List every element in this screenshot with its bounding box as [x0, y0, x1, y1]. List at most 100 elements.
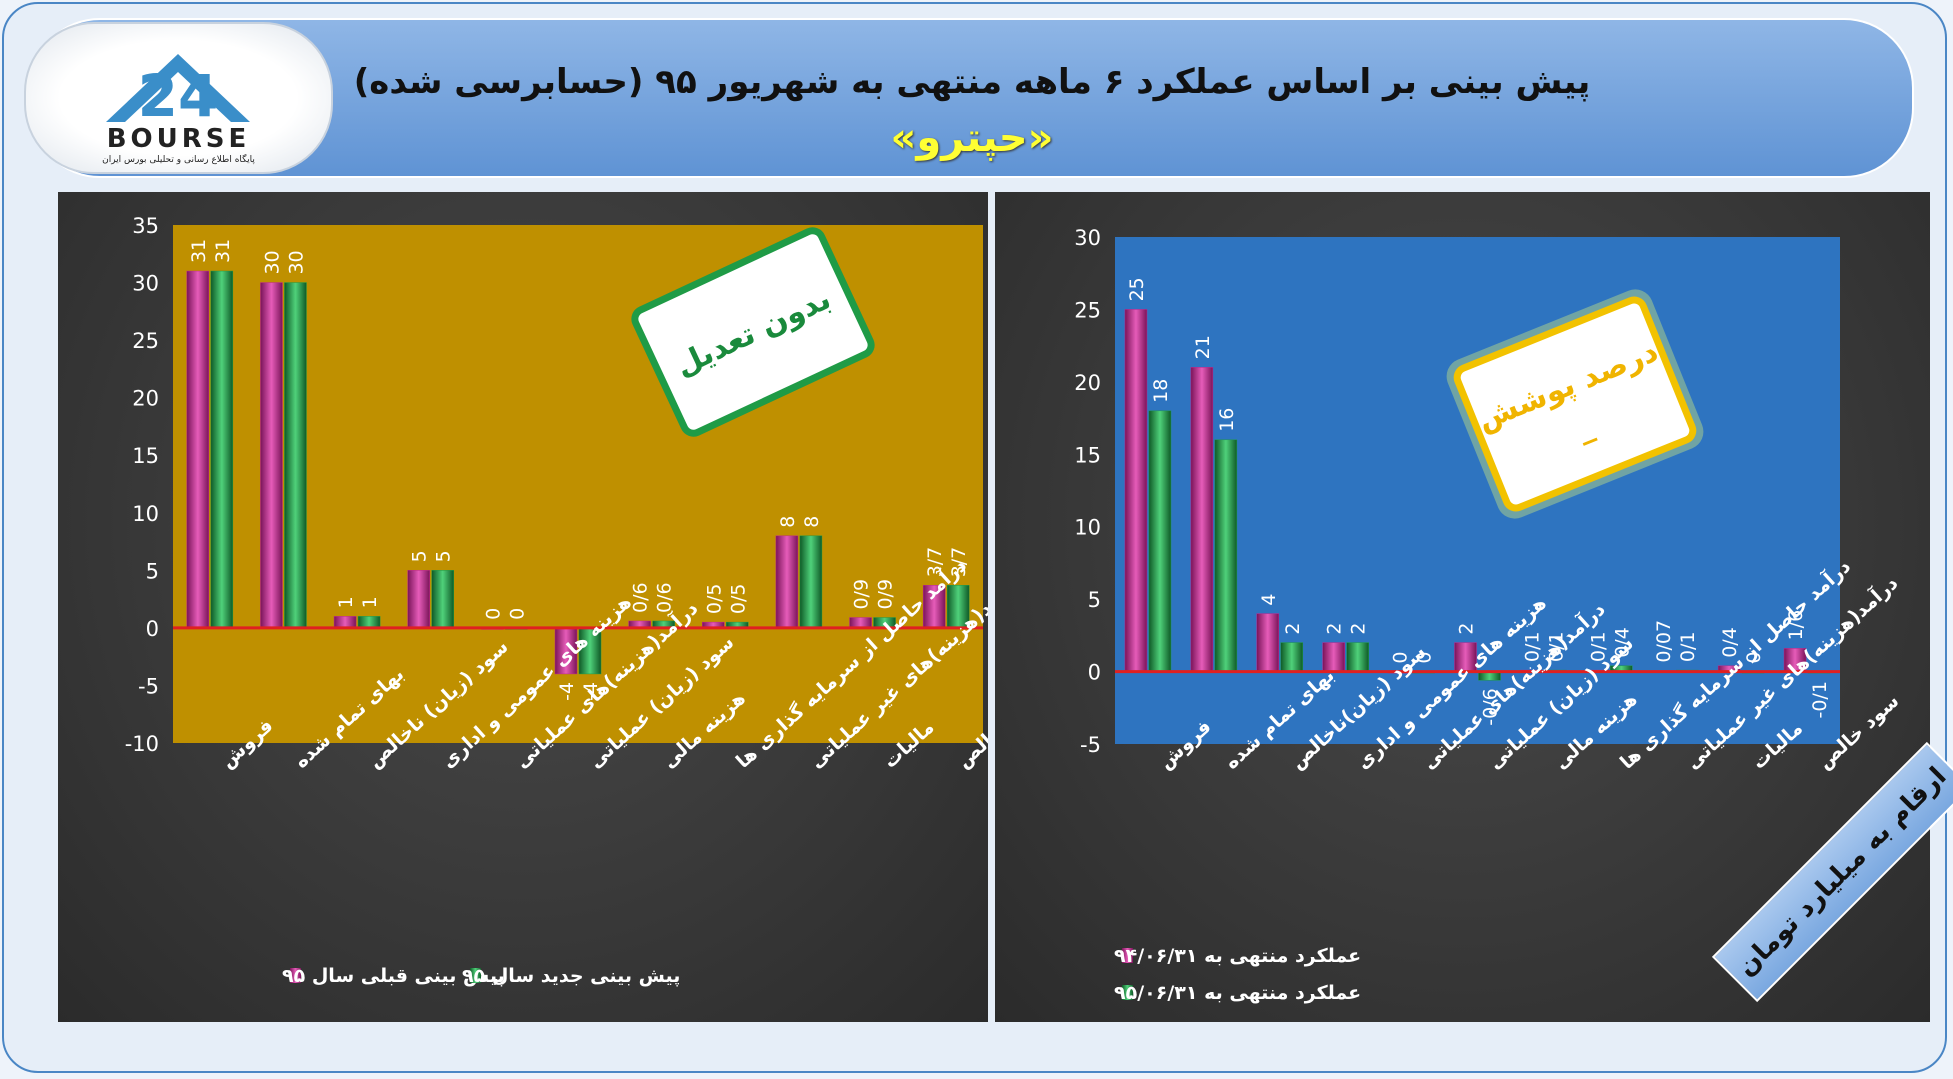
- data-label: 1: [359, 596, 381, 608]
- data-label: 0/4: [1611, 627, 1633, 658]
- y-tick-label: -5: [138, 674, 159, 698]
- bar: [1148, 410, 1172, 672]
- bar: [849, 617, 872, 629]
- data-label: 0/1: [1521, 632, 1543, 663]
- data-label: 0/5: [727, 584, 749, 615]
- data-label: 3/7: [924, 547, 946, 578]
- bar: [799, 535, 823, 629]
- badge: درصد پوشش_: [1446, 289, 1704, 519]
- bar: [407, 570, 430, 629]
- y-tick-label: -10: [125, 732, 159, 756]
- bar: [1256, 613, 1280, 672]
- data-label: 0: [1743, 651, 1765, 663]
- legend-label: پیش بینی قبلی سال ۹۵: [282, 965, 505, 987]
- y-tick-label: 20: [1074, 371, 1101, 395]
- data-label: 0/1: [1545, 632, 1567, 663]
- bar: [1346, 642, 1369, 672]
- data-label: 21: [1192, 335, 1214, 359]
- y-tick-label: 10: [132, 502, 159, 526]
- data-label: 5: [433, 550, 455, 562]
- data-label: 3/7: [948, 547, 970, 578]
- bar: [775, 535, 799, 629]
- y-tick-label: 0: [146, 617, 159, 641]
- bourse24-logo: 24 BOURSE پایگاه اطلاع رسانی و تحلیلی بو…: [24, 22, 333, 174]
- header-banner: پیش بینی بر اساس عملکرد ۶ ماهه منتهی به …: [30, 18, 1914, 178]
- badge: بدون تعدیل: [631, 227, 875, 437]
- data-label: 0/6: [654, 582, 676, 613]
- company-name: «حپترو»: [890, 115, 1054, 161]
- data-label: 0/9: [875, 579, 897, 610]
- bar: [260, 282, 283, 629]
- legend-marker-icon: [290, 968, 301, 983]
- legend-marker-icon: [1122, 948, 1133, 963]
- data-label: -0/6: [1480, 688, 1502, 725]
- data-label: 0: [1390, 651, 1412, 663]
- data-label: 30: [285, 250, 307, 274]
- bar: [357, 616, 381, 629]
- data-label: 0/07: [1653, 620, 1675, 663]
- y-tick-label: 30: [1074, 226, 1101, 250]
- data-label: 0/1: [1677, 632, 1699, 663]
- data-label: 0/9: [851, 579, 873, 610]
- left-chart-panel: -10 -5 0 5 10 15 20 25 30 35 31 30 1 5 0 -4 0/6 0/5 8 0/9 3/…: [58, 192, 1043, 1022]
- data-label: 1: [335, 596, 357, 608]
- data-label: 5: [409, 550, 431, 562]
- data-label: 16: [1216, 408, 1238, 432]
- data-label: 2: [1282, 623, 1304, 635]
- data-label: 31: [188, 239, 210, 263]
- data-label: 2: [1456, 623, 1478, 635]
- data-label: 1/6: [1785, 610, 1807, 641]
- y-tick-label: 20: [132, 387, 159, 411]
- data-label: 30: [261, 250, 283, 274]
- data-label: 2: [1348, 623, 1370, 635]
- badge-box: [1453, 296, 1697, 512]
- bar: [210, 270, 234, 629]
- data-label: 0/1: [1587, 632, 1609, 663]
- data-label: 8: [801, 516, 823, 528]
- right-chart-panel: -5 0 5 10 15 20 25 30 25 21 4 2 0 2 0/1 0/1 0/07 0/4 1/6 18…: [995, 192, 1930, 1022]
- y-tick-label: 5: [146, 559, 159, 583]
- data-label: -4: [580, 682, 602, 701]
- data-label: -4: [556, 682, 578, 701]
- y-tick-label: 15: [132, 444, 159, 468]
- data-label: 0/4: [1719, 627, 1741, 658]
- y-tick-label: 25: [1074, 298, 1101, 322]
- bar: [1280, 642, 1304, 672]
- y-tick-label: 30: [132, 272, 159, 296]
- logo-number: 24: [138, 62, 219, 124]
- y-tick-label: 15: [1074, 443, 1101, 467]
- data-label: 0/6: [630, 582, 652, 613]
- bar: [1190, 367, 1214, 672]
- y-tick-label: 0: [1088, 661, 1101, 685]
- bar: [1124, 309, 1148, 672]
- bar: [284, 282, 307, 629]
- logo-tagline: پایگاه اطلاع رسانی و تحلیلی بورس ایران: [102, 155, 255, 165]
- y-tick-label: -5: [1080, 733, 1101, 757]
- y-tick-label: 25: [132, 329, 159, 353]
- data-label: 4: [1258, 594, 1280, 606]
- legend-label: پیش بینی جدید سال ۹۵: [462, 965, 680, 987]
- bar: [186, 270, 210, 629]
- page-title: پیش بینی بر اساس عملکرد ۶ ماهه منتهی به …: [353, 62, 1591, 102]
- data-label: 25: [1126, 277, 1148, 301]
- data-label: 0/5: [703, 584, 725, 615]
- legend-marker-icon: [470, 968, 481, 983]
- data-label: 0: [506, 608, 528, 620]
- bar: [333, 616, 357, 629]
- data-label: 2: [1324, 623, 1346, 635]
- y-tick-label: 35: [132, 214, 159, 238]
- data-label: -0/1: [1809, 681, 1831, 718]
- data-label: 8: [777, 516, 799, 528]
- data-label: 18: [1150, 379, 1172, 403]
- legend-marker-icon: [1122, 985, 1133, 1000]
- badge-box: [631, 227, 875, 437]
- bar: [1214, 439, 1238, 672]
- logo-mark-icon: 24: [106, 54, 250, 124]
- y-tick-label: 10: [1074, 516, 1101, 540]
- data-label: 31: [212, 239, 234, 263]
- data-label: 0: [482, 608, 504, 620]
- logo-brand: BOURSE: [106, 124, 251, 154]
- bar: [431, 570, 454, 629]
- y-tick-label: 5: [1088, 588, 1101, 612]
